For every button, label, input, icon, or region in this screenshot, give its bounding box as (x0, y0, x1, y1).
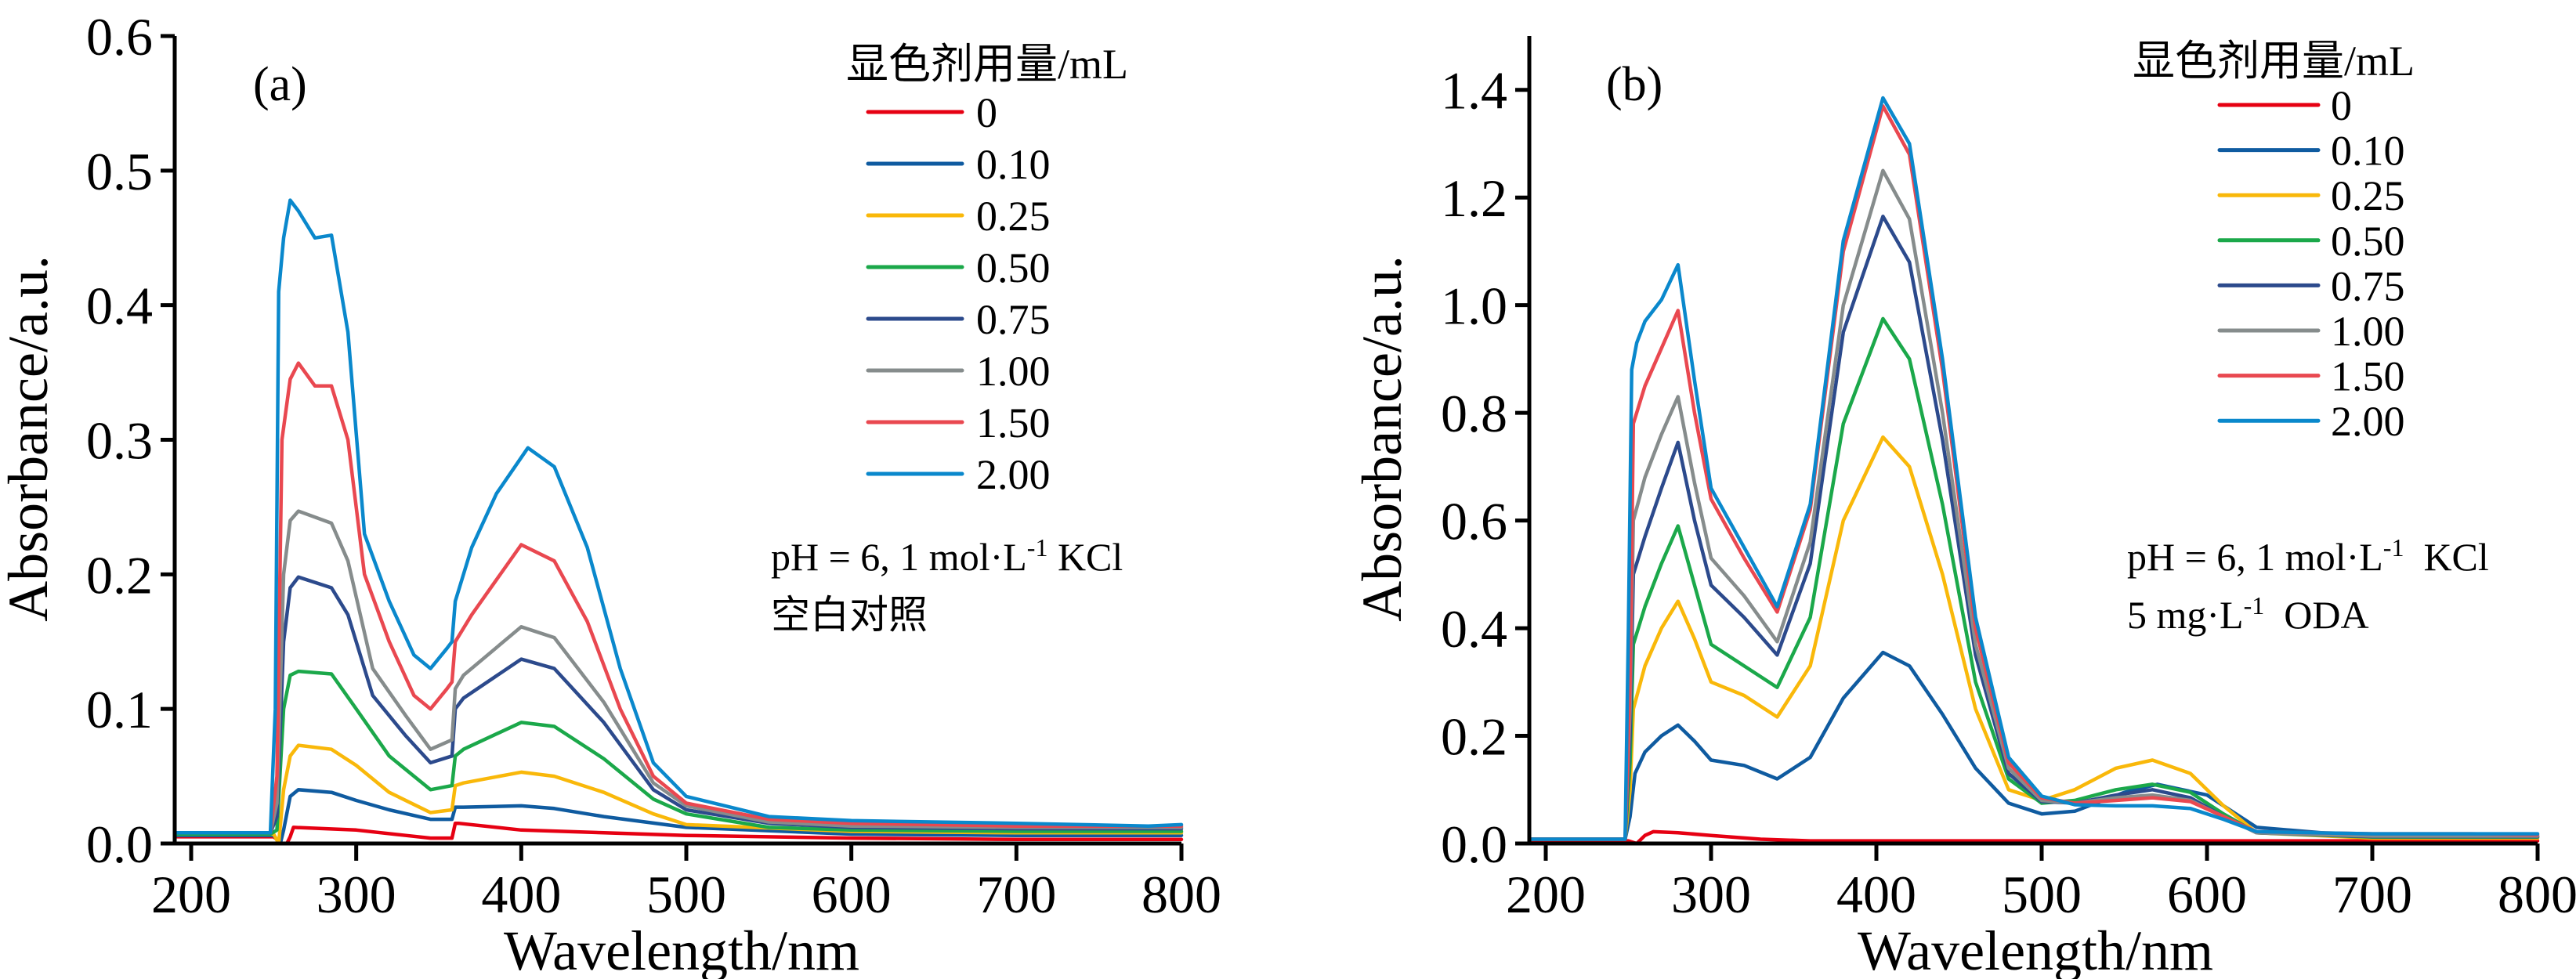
series-line-2_00 (172, 198, 1184, 835)
x-axis-title: Wavelength/nm (1858, 919, 2213, 979)
legend-label: 0.10 (2331, 128, 2405, 175)
legend-label: 1.50 (2331, 353, 2405, 400)
series-line-1_50 (1527, 104, 2540, 841)
condition-annotation: pH = 6, 1 mol·L-1 KCl 5 mg·L-1 ODA (2127, 533, 2489, 637)
legend-label: 0.75 (976, 296, 1051, 343)
legend-label: 2.00 (2331, 398, 2405, 445)
y-axis-title: Absorbance/a.u. (0, 255, 60, 622)
legend-item: 0.25 (866, 193, 1051, 240)
legend-label: 0.25 (976, 193, 1051, 240)
x-tick-label: 800 (2498, 865, 2576, 924)
panel-a-chart: 0.0 0.1 0.2 0.3 0.4 0.5 0.6 200 300 400 500 600 700 8… (0, 7, 1221, 979)
series-line-0_25 (172, 743, 1184, 846)
y-tick-label: 0.0 (86, 815, 153, 874)
legend-label: 0 (976, 89, 997, 136)
legend-item: 0 (866, 89, 997, 136)
y-axis-title: Absorbance/a.u. (1351, 255, 1413, 622)
legend-item: 1.50 (866, 399, 1051, 446)
legend-title: 显色剂用量/mL (2133, 38, 2415, 85)
series-line-0_75 (172, 575, 1184, 835)
legend-item: 0.10 (866, 141, 1051, 188)
annotation-blank-control: 空白对照 (771, 593, 928, 637)
x-tick-label: 500 (2002, 865, 2082, 924)
series-line-0_50 (172, 669, 1184, 836)
legend-item: 0.50 (866, 244, 1051, 291)
series-line-0_25 (1527, 435, 2540, 841)
legend-label: 0.25 (2331, 172, 2405, 219)
x-tick-label: 600 (2167, 865, 2247, 924)
x-tick-label: 300 (317, 865, 396, 924)
y-tick-label: 1.4 (1441, 61, 1507, 121)
legend-item: 0.25 (2217, 172, 2405, 219)
legend: 显色剂用量/mL0 0.10 0.250.50 0.75 1.001.50 2.00 (846, 41, 1128, 498)
y-tick-label: 0.8 (1441, 384, 1507, 443)
panel-label: (b) (1606, 58, 1662, 111)
y-tick-label: 0.6 (1441, 492, 1507, 551)
legend-item: 0.10 (2217, 128, 2405, 175)
x-tick-label: 700 (976, 865, 1056, 924)
x-tick-label: 400 (481, 865, 561, 924)
legend-label: 0.75 (2331, 262, 2405, 309)
y-tick-label: 0.0 (1441, 815, 1507, 874)
y-tick-label: 0.3 (86, 411, 153, 471)
series-group (172, 198, 1184, 846)
panel-b-chart: 0.0 0.2 0.4 0.6 0.8 1.0 1.2 1.4 200 300 400 500 600 7… (1351, 36, 2576, 979)
y-tick-label: 0.6 (86, 7, 153, 67)
condition-annotation: pH = 6, 1 mol·L-1 KCl 空白对照 (771, 533, 1123, 637)
legend-item: 0.75 (866, 296, 1051, 343)
legend-item: 0 (2217, 82, 2352, 129)
x-tick-label: 600 (812, 865, 892, 924)
x-tick-label: 200 (151, 865, 231, 924)
y-tick-label: 0.2 (1441, 707, 1507, 767)
series-line-0_10 (172, 788, 1184, 846)
annotation-conditions: pH = 6, 1 mol·L-1 KCl (771, 533, 1123, 579)
x-tick-label: 400 (1836, 865, 1916, 924)
legend-item: 0.75 (2217, 262, 2405, 309)
y-tick-label: 1.2 (1441, 168, 1507, 228)
panel-label: (a) (253, 58, 307, 111)
series-line-0_10 (1527, 650, 2540, 841)
y-tick-label: 0.4 (86, 276, 153, 336)
x-tick-label: 500 (646, 865, 726, 924)
legend-label: 0.50 (976, 244, 1051, 291)
x-tick-label: 200 (1506, 865, 1586, 924)
legend-label: 2.00 (976, 451, 1051, 498)
y-tick-label: 0.4 (1441, 599, 1507, 659)
series-line-1_00 (172, 509, 1184, 835)
legend-label: 1.00 (976, 348, 1051, 395)
legend-title: 显色剂用量/mL (846, 41, 1128, 88)
legend-label: 0.50 (2331, 218, 2405, 265)
series-line-0_75 (1527, 215, 2540, 841)
legend-label: 0.10 (976, 141, 1051, 188)
y-tick-label: 0.2 (86, 545, 153, 605)
annotation-oda: 5 mg·L-1 ODA (2127, 591, 2369, 637)
series-line-0_50 (1527, 316, 2540, 841)
y-tick-label: 1.0 (1441, 276, 1507, 336)
legend-item: 1.00 (2217, 308, 2405, 355)
legend-label: 1.00 (2331, 308, 2405, 355)
legend-item: 2.00 (866, 451, 1051, 498)
series-line-2_00 (1527, 96, 2540, 841)
y-tick-label: 0.5 (86, 142, 153, 201)
x-axis-title: Wavelength/nm (504, 919, 859, 979)
x-tick-label: 700 (2332, 865, 2412, 924)
series-group (1527, 96, 2540, 846)
y-tick-label: 0.1 (86, 680, 153, 739)
legend-label: 0 (2331, 82, 2352, 129)
x-tick-label: 800 (1141, 865, 1221, 924)
legend-item: 1.00 (866, 348, 1051, 395)
series-line-1_50 (172, 361, 1184, 835)
legend-item: 2.00 (2217, 398, 2405, 445)
legend-item: 1.50 (2217, 353, 2405, 400)
legend-label: 1.50 (976, 399, 1051, 446)
annotation-conditions: pH = 6, 1 mol·L-1 KCl (2127, 533, 2489, 579)
legend-item: 0.50 (2217, 218, 2405, 265)
x-tick-label: 300 (1671, 865, 1751, 924)
